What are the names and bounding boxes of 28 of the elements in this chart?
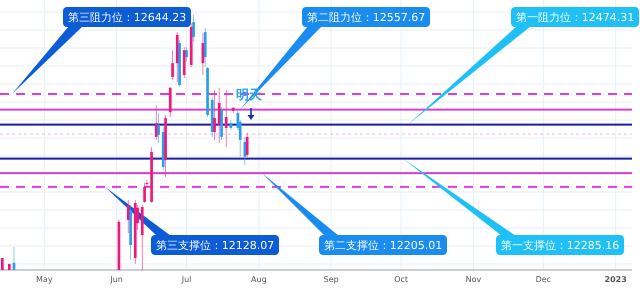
annotation: 第二阻力位：12557.67 — [306, 11, 426, 24]
x-tick-label: Nov — [466, 275, 482, 284]
candlestick — [202, 32, 204, 76]
annotation: 第三支撑位：12128.07 — [156, 239, 274, 252]
annotation: 第一支撑位：12285.16 — [500, 239, 620, 252]
candlestick — [213, 90, 216, 140]
annotation: 第三阻力位：12644.23 — [68, 11, 186, 24]
x-tick-label: Aug — [251, 275, 267, 284]
candlestick — [12, 246, 16, 270]
annotation: 第二支撑位：12205.01 — [324, 239, 442, 252]
candlestick — [246, 132, 249, 158]
x-tick-label: Dec — [536, 275, 552, 284]
x-tick-label: Sep — [324, 275, 339, 284]
x-tick-label: Jun — [109, 275, 123, 284]
candlestick — [185, 46, 188, 62]
candlestick — [126, 199, 130, 234]
candlestick — [230, 120, 232, 130]
candlestick — [171, 50, 174, 80]
candlestick — [157, 112, 160, 144]
candlestick — [224, 90, 228, 148]
candlestick — [244, 136, 246, 166]
x-tick-label: 2023 — [604, 275, 627, 284]
annotation: 第一阻力位：12474.31 — [516, 11, 634, 24]
x-tick-label: Oct — [394, 275, 408, 284]
x-tick-label: Jul — [180, 275, 192, 284]
x-tick-label: May — [36, 275, 53, 284]
candlestick — [143, 182, 146, 204]
candlestick — [192, 14, 195, 42]
